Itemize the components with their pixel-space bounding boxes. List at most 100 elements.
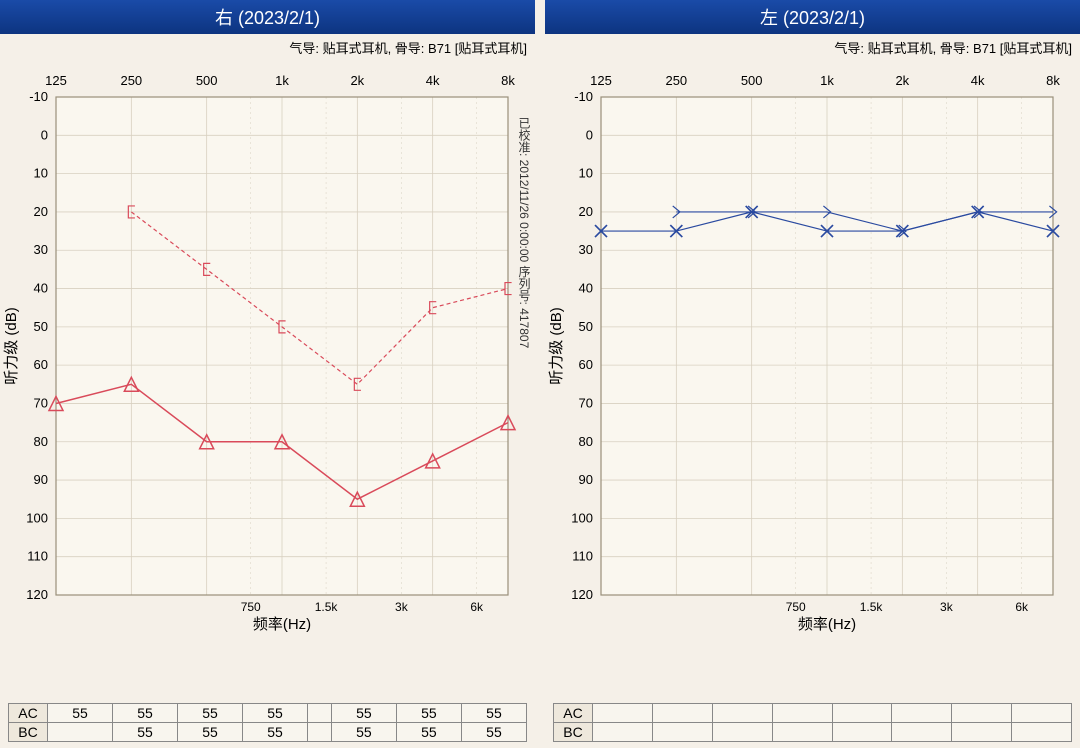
- svg-text:3k: 3k: [395, 600, 409, 614]
- table-cell: 55: [113, 723, 178, 742]
- svg-text:50: 50: [34, 319, 48, 334]
- svg-text:750: 750: [786, 600, 806, 614]
- svg-text:120: 120: [571, 587, 593, 602]
- table-cell: [1012, 704, 1072, 723]
- right-subtitle: 气导: 贴耳式耳机, 骨导: B71 [贴耳式耳机]: [0, 34, 535, 57]
- table-cell: 55: [331, 723, 396, 742]
- left-tables: ACBC: [545, 703, 1080, 748]
- table-row-header: AC: [9, 704, 48, 723]
- left-data-table: ACBC: [553, 703, 1072, 742]
- right-tables: AC55555555555555BC555555555555: [0, 703, 535, 748]
- table-cell: 55: [178, 704, 243, 723]
- svg-text:250: 250: [665, 73, 687, 88]
- left-subtitle: 气导: 贴耳式耳机, 骨导: B71 [贴耳式耳机]: [545, 34, 1080, 57]
- right-data-table: AC55555555555555BC555555555555: [8, 703, 527, 742]
- svg-text:听力级 (dB): 听力级 (dB): [548, 307, 565, 385]
- table-cell: 55: [461, 704, 526, 723]
- svg-text:50: 50: [579, 319, 593, 334]
- svg-text:10: 10: [579, 166, 593, 181]
- svg-text:70: 70: [34, 395, 48, 410]
- table-cell: [1012, 723, 1072, 742]
- svg-text:频率(Hz): 频率(Hz): [253, 616, 311, 633]
- svg-text:0: 0: [41, 127, 48, 142]
- table-cell: [832, 723, 892, 742]
- table-cell: 55: [243, 723, 308, 742]
- svg-text:0: 0: [586, 127, 593, 142]
- svg-text:-10: -10: [574, 89, 593, 104]
- svg-text:500: 500: [741, 73, 763, 88]
- right-chart-wrap: -100102030405060708090100110120125250500…: [0, 57, 535, 703]
- table-cell: [308, 704, 332, 723]
- svg-text:1k: 1k: [820, 73, 834, 88]
- table-cell: 55: [396, 723, 461, 742]
- svg-text:40: 40: [579, 281, 593, 296]
- svg-text:80: 80: [34, 434, 48, 449]
- table-cell: 55: [178, 723, 243, 742]
- svg-text:500: 500: [196, 73, 218, 88]
- table-cell: [772, 704, 832, 723]
- svg-text:80: 80: [579, 434, 593, 449]
- right-title: 右 (2023/2/1): [0, 0, 535, 34]
- svg-text:100: 100: [571, 510, 593, 525]
- svg-text:60: 60: [579, 357, 593, 372]
- svg-text:1k: 1k: [275, 73, 289, 88]
- svg-text:10: 10: [34, 166, 48, 181]
- table-cell: [308, 723, 332, 742]
- table-cell: [652, 723, 712, 742]
- table-cell: [712, 704, 772, 723]
- svg-text:6k: 6k: [470, 600, 484, 614]
- table-cell: 55: [48, 704, 113, 723]
- right-ear-panel: 右 (2023/2/1) 气导: 贴耳式耳机, 骨导: B71 [贴耳式耳机] …: [0, 0, 535, 748]
- svg-text:60: 60: [34, 357, 48, 372]
- table-cell: [952, 723, 1012, 742]
- table-cell: 55: [113, 704, 178, 723]
- svg-text:8k: 8k: [1046, 73, 1060, 88]
- svg-text:1.5k: 1.5k: [860, 600, 884, 614]
- left-chart-wrap: -10 0 10 20 30 40 50 60 70 80 90 100 110 120 125 250 500…: [545, 57, 1080, 703]
- svg-text:90: 90: [34, 472, 48, 487]
- svg-text:20: 20: [34, 204, 48, 219]
- svg-text:频率(Hz): 频率(Hz): [798, 616, 856, 633]
- svg-text:110: 110: [572, 549, 593, 564]
- table-cell: [952, 704, 1012, 723]
- table-cell: [712, 723, 772, 742]
- svg-text:2k: 2k: [895, 73, 909, 88]
- table-cell: [892, 723, 952, 742]
- svg-text:8k: 8k: [501, 73, 515, 88]
- svg-text:6k: 6k: [1015, 600, 1029, 614]
- table-cell: 55: [396, 704, 461, 723]
- svg-text:90: 90: [579, 472, 593, 487]
- svg-text:120: 120: [26, 587, 48, 602]
- svg-text:125: 125: [45, 73, 67, 88]
- svg-text:125: 125: [590, 73, 612, 88]
- svg-text:-10: -10: [29, 89, 48, 104]
- svg-text:1.5k: 1.5k: [315, 600, 339, 614]
- table-cell: 55: [243, 704, 308, 723]
- table-cell: [593, 723, 653, 742]
- svg-text:3k: 3k: [940, 600, 954, 614]
- svg-text:2k: 2k: [350, 73, 364, 88]
- calibration-text: 已校准: 2012/11/26 0:00:00 序列号: 417807: [516, 117, 533, 348]
- svg-text:20: 20: [579, 204, 593, 219]
- table-cell: 55: [331, 704, 396, 723]
- table-cell: [892, 704, 952, 723]
- table-cell: [48, 723, 113, 742]
- svg-text:110: 110: [27, 549, 48, 564]
- table-cell: [832, 704, 892, 723]
- right-audiogram-chart: -100102030405060708090100110120125250500…: [0, 57, 520, 637]
- table-cell: 55: [461, 723, 526, 742]
- svg-text:750: 750: [241, 600, 261, 614]
- svg-text:30: 30: [34, 242, 48, 257]
- svg-text:30: 30: [579, 242, 593, 257]
- svg-text:4k: 4k: [971, 73, 985, 88]
- table-cell: [772, 723, 832, 742]
- table-row-header: BC: [9, 723, 48, 742]
- svg-text:70: 70: [579, 395, 593, 410]
- table-row-header: AC: [554, 704, 593, 723]
- svg-text:4k: 4k: [426, 73, 440, 88]
- table-cell: [593, 704, 653, 723]
- audiogram-container: 右 (2023/2/1) 气导: 贴耳式耳机, 骨导: B71 [贴耳式耳机] …: [0, 0, 1080, 748]
- svg-text:40: 40: [34, 281, 48, 296]
- left-ear-panel: 左 (2023/2/1) 气导: 贴耳式耳机, 骨导: B71 [贴耳式耳机] …: [545, 0, 1080, 748]
- svg-text:100: 100: [26, 510, 48, 525]
